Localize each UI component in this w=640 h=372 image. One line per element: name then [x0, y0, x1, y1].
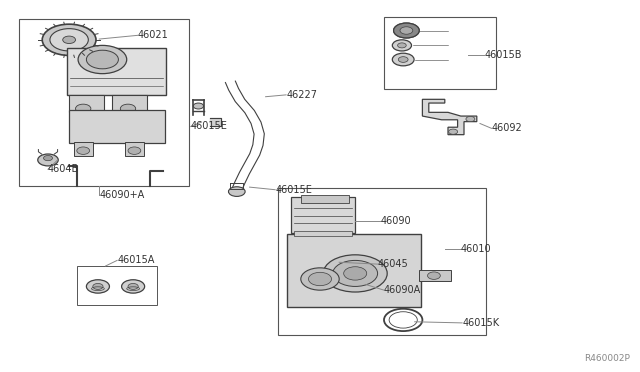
Bar: [291, 197, 355, 232]
Bar: [112, 95, 147, 112]
Circle shape: [42, 24, 96, 55]
Bar: [301, 195, 349, 203]
Circle shape: [77, 147, 90, 154]
Polygon shape: [422, 99, 477, 135]
Circle shape: [316, 254, 328, 261]
Text: 46015K: 46015K: [462, 318, 499, 328]
Text: 46227: 46227: [286, 90, 317, 100]
Circle shape: [122, 280, 145, 293]
Circle shape: [128, 283, 138, 289]
Bar: [294, 231, 352, 236]
Circle shape: [76, 104, 91, 113]
Circle shape: [86, 50, 118, 69]
Circle shape: [449, 129, 458, 134]
Text: 46010: 46010: [461, 244, 492, 254]
Bar: [419, 270, 451, 281]
Text: 46015A: 46015A: [117, 256, 154, 265]
Text: 46015E: 46015E: [191, 122, 228, 131]
Circle shape: [301, 268, 339, 290]
Circle shape: [120, 104, 136, 113]
Text: 46015E: 46015E: [275, 185, 312, 195]
Bar: [67, 48, 166, 95]
Circle shape: [394, 23, 419, 38]
Circle shape: [50, 29, 88, 51]
Bar: [287, 234, 421, 307]
Bar: [19, 19, 189, 186]
Circle shape: [128, 147, 141, 154]
Circle shape: [398, 57, 408, 62]
Text: 46045: 46045: [378, 259, 408, 269]
Circle shape: [93, 283, 103, 289]
Text: 46090+A: 46090+A: [99, 190, 145, 200]
Bar: [125, 142, 144, 156]
Circle shape: [333, 260, 378, 286]
Circle shape: [397, 43, 406, 48]
Circle shape: [401, 27, 412, 34]
Circle shape: [63, 36, 76, 44]
Circle shape: [86, 280, 109, 293]
Text: 46092: 46092: [492, 124, 522, 133]
Bar: [69, 95, 104, 112]
Circle shape: [193, 103, 204, 109]
Bar: [77, 266, 157, 305]
Text: R460002P: R460002P: [584, 354, 630, 363]
Text: 46090A: 46090A: [384, 285, 421, 295]
Circle shape: [78, 45, 127, 74]
Circle shape: [400, 27, 413, 34]
Circle shape: [344, 267, 367, 280]
Circle shape: [323, 255, 387, 292]
Circle shape: [228, 187, 245, 196]
Circle shape: [392, 53, 414, 66]
Text: 4604B: 4604B: [48, 164, 79, 174]
Circle shape: [428, 272, 440, 279]
Bar: [74, 142, 93, 156]
Circle shape: [44, 155, 52, 161]
Circle shape: [394, 23, 419, 38]
Circle shape: [310, 251, 333, 264]
Polygon shape: [210, 118, 221, 126]
Text: 46090: 46090: [381, 217, 412, 226]
Bar: [69, 110, 165, 143]
Bar: [384, 17, 496, 89]
Text: 46015B: 46015B: [484, 50, 522, 60]
Circle shape: [392, 40, 412, 51]
Circle shape: [308, 272, 332, 286]
Text: 46021: 46021: [138, 31, 168, 40]
Circle shape: [466, 116, 475, 122]
Circle shape: [38, 154, 58, 166]
Bar: [278, 188, 486, 335]
